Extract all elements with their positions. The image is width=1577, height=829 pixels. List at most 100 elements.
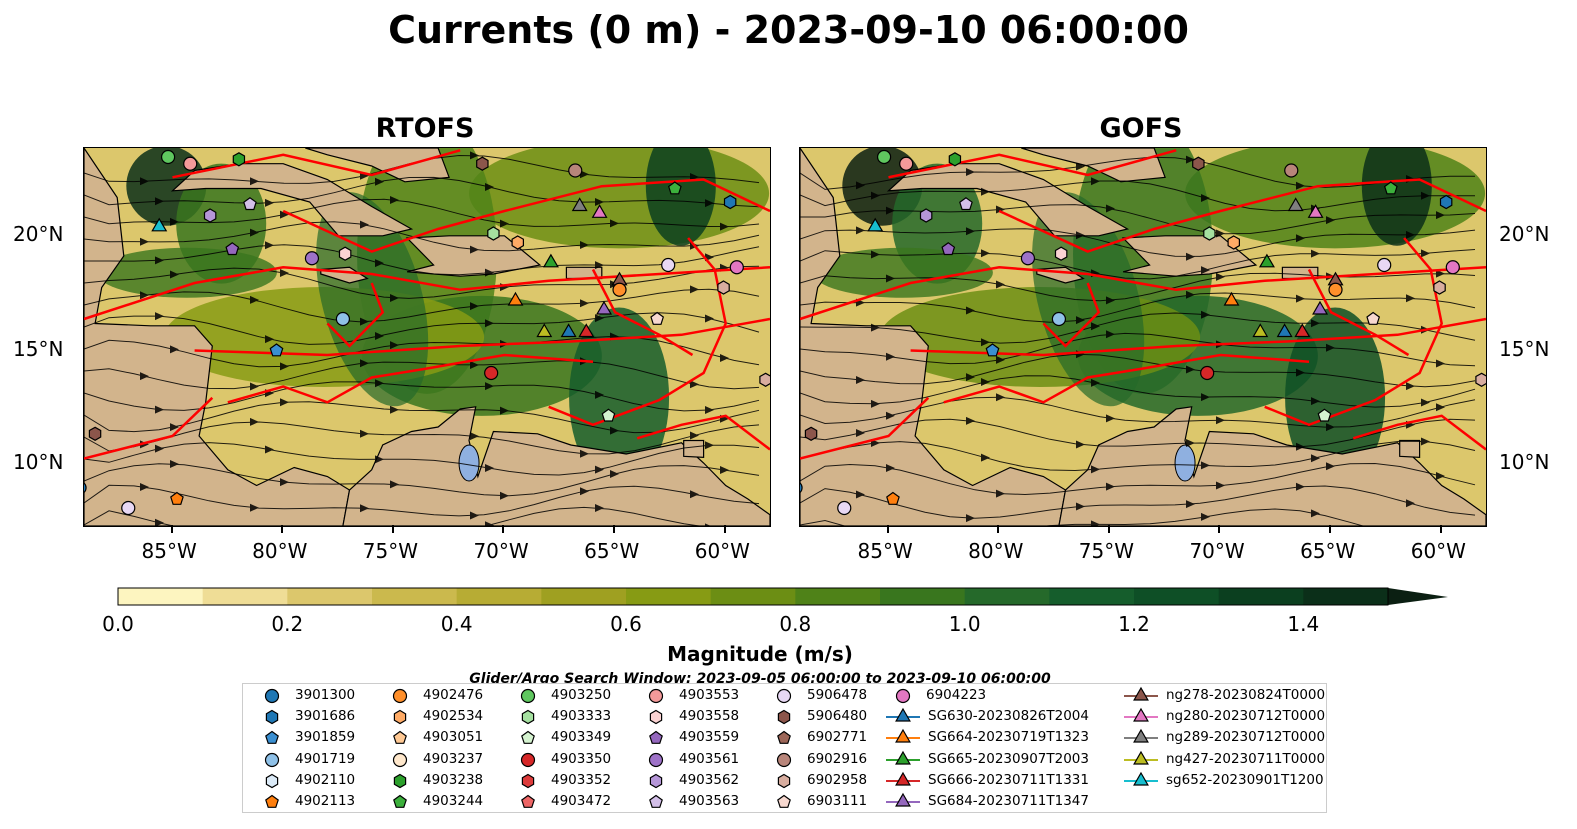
colorbar-segment [541,588,627,605]
legend-label: 4903051 [423,729,484,746]
colorbar-segment [626,588,712,605]
platform-marker [1051,311,1067,327]
legend-label: 4903350 [551,750,612,767]
pentagon-marker-icon [521,731,535,745]
hexagon-marker-icon [265,773,279,788]
platform-marker [476,156,489,171]
platform-marker [899,156,914,171]
y-tick-right-15n: 15°N [1499,337,1550,361]
x-tick-label: 80°W [968,539,1024,563]
platform-marker [203,208,217,223]
platform-marker [1223,291,1240,306]
x-tick-label: 65°W [1300,539,1356,563]
colorbar-segment [372,588,458,605]
legend-label: 5906480 [807,708,868,725]
legend-label: ng278-20230824T0000 [1166,687,1326,703]
legend-label: 6903111 [807,793,868,809]
circle-marker-icon [264,752,280,767]
x-tick-mark [170,525,173,533]
colorbar-segment [880,588,966,605]
platform-marker [304,251,320,266]
x-tick-label: 85°W [141,539,197,563]
x-tick-mark [391,525,394,533]
x-tick-mark [613,525,616,533]
circle-marker-icon [895,688,911,704]
x-tick-mark [1218,525,1221,533]
legend-label: 4902110 [295,771,356,788]
platform-marker [1307,204,1324,218]
colorbar-segment [1134,588,1220,605]
legend-label: 4903561 [679,750,740,767]
x-tick-mark [723,525,726,533]
colorbar-label: Magnitude (m/s) [667,642,853,666]
platform-marker [571,197,588,212]
platform-marker [1203,226,1216,241]
platform-marker [723,194,737,210]
triangle-line-marker-icon [886,707,920,722]
pentagon-marker-icon [649,731,663,745]
x-tick-label: 75°W [362,539,419,563]
x-tick-label: 65°W [584,539,640,563]
x-tick-label: 85°W [857,539,913,563]
legend-label: SG665-20230907T2003 [928,750,1089,767]
platform-marker [959,197,973,211]
hexagon-marker-icon [777,773,791,788]
x-tick-mark [502,525,505,533]
platform-marker [560,323,577,338]
x-tick-mark [1439,525,1442,533]
platform-marker [243,197,257,211]
x-tick-mark [886,525,889,533]
hexagon-marker-icon [777,709,791,725]
y-tick-right-20n: 20°N [1499,222,1550,246]
platform-marker [88,426,102,441]
legend-label: 4903349 [551,729,612,746]
legend-label: 6902771 [807,729,868,746]
platform-marker [800,482,803,494]
legend-label: 3901300 [295,687,356,703]
platform-marker [1054,246,1068,261]
pentagon-marker-icon [777,794,791,808]
platform-marker [1317,408,1332,422]
colorbar-tick-label: 0.2 [271,612,304,636]
circle-marker-icon [648,688,664,704]
platform-marker [170,491,184,505]
x-tick-label: 60°W [694,539,750,563]
colorbar-segment [202,588,288,605]
pentagon-marker-icon [649,794,663,808]
y-tick-left-15n: 15°N [13,337,64,361]
platform-marker [717,280,730,295]
legend-label: 4903558 [679,708,740,725]
platform-marker [121,500,136,516]
colorbar-segment [456,588,542,605]
legend-label: 4903237 [423,750,484,767]
platform-marker [804,426,818,441]
platform-marker [225,242,240,256]
pentagon-marker-icon [777,731,791,745]
triangle-line-marker-icon [886,771,920,786]
platform-marker [837,500,852,516]
legend-label: 4902113 [295,793,356,809]
platform-marker [151,217,168,232]
colorbar-extend-arrow [1388,588,1448,605]
platform-marker [1192,156,1205,171]
pentagon-marker-icon [265,794,279,808]
colorbar-tick-label: 0.6 [610,612,642,636]
legend-label: 4903559 [679,729,740,746]
platform-marker [1383,181,1398,195]
platform-marker [1377,257,1392,273]
x-tick-label: 80°W [252,539,308,563]
colorbar-segment [287,588,373,605]
circle-marker-icon [648,752,664,767]
platform-marker [667,181,682,195]
platform-marker [1294,323,1311,338]
triangle-line-marker-icon [1124,729,1158,743]
platform-marker [232,152,246,167]
legend-label: 3901859 [295,729,356,746]
rtofs-map [83,147,771,527]
triangle-line-marker-icon [1124,771,1158,786]
platform-marker [269,343,284,357]
legend-label: 4902534 [423,708,484,725]
platform-marker [160,149,176,165]
colorbar-tick-label: 1.0 [948,612,981,636]
platform-marker [1475,372,1486,387]
